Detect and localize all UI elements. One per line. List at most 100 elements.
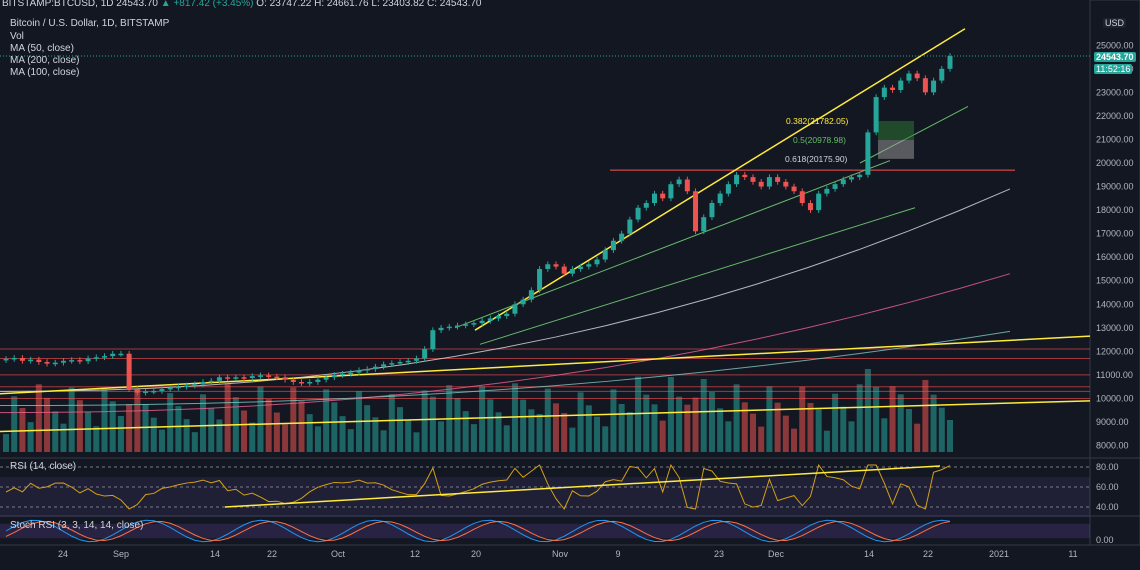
volume-bar <box>749 413 756 452</box>
price-tick: 22000.00 <box>1096 111 1134 121</box>
time-tick: Nov <box>552 549 569 559</box>
volume-bar <box>257 386 264 452</box>
volume-bar <box>782 415 789 452</box>
candle-body <box>340 373 346 376</box>
volume-bar <box>470 424 477 452</box>
candle-body <box>44 361 50 364</box>
volume-bar <box>651 404 658 452</box>
candle-body <box>627 219 633 234</box>
volume-bar <box>766 386 773 452</box>
candle-body <box>922 78 928 93</box>
fib-label: 0.382(21782.05) <box>786 116 849 126</box>
candle-body <box>282 377 288 380</box>
price-tick: 10000.00 <box>1096 393 1134 403</box>
volume-bar <box>68 387 75 452</box>
price-tick: 25000.00 <box>1096 40 1134 50</box>
candle-body <box>676 179 682 185</box>
legend-ma100[interactable]: MA (100, close) <box>10 67 80 78</box>
legend-vol[interactable]: Vol <box>10 31 24 42</box>
candle-body <box>693 191 699 232</box>
volume-bar <box>487 399 494 452</box>
last-price-tag: 24543.70 <box>1094 52 1136 62</box>
volume-bar <box>347 429 354 452</box>
volume-bar <box>840 406 847 452</box>
volume-bar <box>692 397 699 452</box>
rsi-line <box>5 463 951 510</box>
candle-body <box>504 313 510 317</box>
candle-body <box>257 375 263 377</box>
currency-label[interactable]: USD <box>1103 18 1127 28</box>
volume-bar <box>528 409 535 452</box>
symbol-header: BITSTAMP:BTCUSD, 1D 24543.70 ▲ +817.42 (… <box>2 0 481 9</box>
volume-bar <box>282 424 289 452</box>
symbol-name: BITSTAMP:BTCUSD, 1D <box>2 0 114 9</box>
candle-body <box>216 377 222 381</box>
moving-average-line <box>0 330 1011 407</box>
volume-bar <box>725 421 732 452</box>
rsi-band <box>0 477 1090 517</box>
volume-bar <box>495 412 502 452</box>
rsi-trendline <box>224 465 941 508</box>
moving-average-line <box>0 273 1011 414</box>
stoch-title[interactable]: Stoch RSI (3, 3, 14, 14, close) <box>10 520 144 531</box>
volume-bar <box>536 414 543 452</box>
volume-bar <box>733 384 740 452</box>
time-tick: 14 <box>210 549 220 559</box>
candle-body <box>266 375 272 377</box>
candle-body <box>381 364 387 367</box>
candle-body <box>102 356 108 358</box>
volume-bar <box>388 394 395 452</box>
candle-body <box>939 68 945 81</box>
volume-bar <box>3 434 9 452</box>
candle-body <box>151 390 157 393</box>
candle-body <box>19 357 25 361</box>
fib-zone <box>878 121 914 140</box>
volume-bar <box>241 410 248 452</box>
candle-body <box>110 353 116 357</box>
volume-bar <box>479 386 486 452</box>
candle-body <box>36 359 42 362</box>
candle-body <box>290 379 296 382</box>
candle-body <box>446 326 452 329</box>
upper-trendline <box>474 28 966 331</box>
volume-bar <box>273 412 280 452</box>
volume-bar <box>947 419 953 452</box>
volume-bar <box>117 416 124 452</box>
volume-bar <box>44 397 51 452</box>
candle-body <box>717 193 723 204</box>
candle-body <box>734 174 740 185</box>
candle-body <box>742 174 748 178</box>
price-tick: 17000.00 <box>1096 229 1134 239</box>
volume-bar <box>191 432 198 452</box>
candle-body <box>487 318 493 321</box>
legend-ma50[interactable]: MA (50, close) <box>10 43 74 54</box>
candle-body <box>28 359 34 362</box>
volume-bar <box>758 426 765 452</box>
candle-body <box>454 325 460 327</box>
rsi-title[interactable]: RSI (14, close) <box>10 461 77 472</box>
volume-bar <box>791 428 798 452</box>
candle-body <box>561 266 567 274</box>
volume-bar <box>413 432 420 452</box>
candle-body <box>643 203 649 208</box>
legend-ma200[interactable]: MA (200, close) <box>10 55 80 66</box>
price-tick: 19000.00 <box>1096 182 1134 192</box>
volume-bar <box>503 425 510 452</box>
countdown-tag: 11:52:16 <box>1094 64 1133 74</box>
candle-body <box>356 370 362 373</box>
volume-bar <box>364 405 371 452</box>
candle-body <box>167 387 173 390</box>
candle-body <box>413 358 419 361</box>
volume-bar <box>856 384 863 452</box>
stoch-band <box>0 523 1090 539</box>
volume-bar <box>585 405 592 452</box>
volume-bar <box>626 412 633 452</box>
candle-body <box>758 181 764 187</box>
candle-body <box>660 193 666 199</box>
candle-body <box>775 177 781 182</box>
volume-bar <box>438 421 445 452</box>
volume-bar <box>832 393 839 452</box>
price-axis-panel <box>1089 0 1140 546</box>
